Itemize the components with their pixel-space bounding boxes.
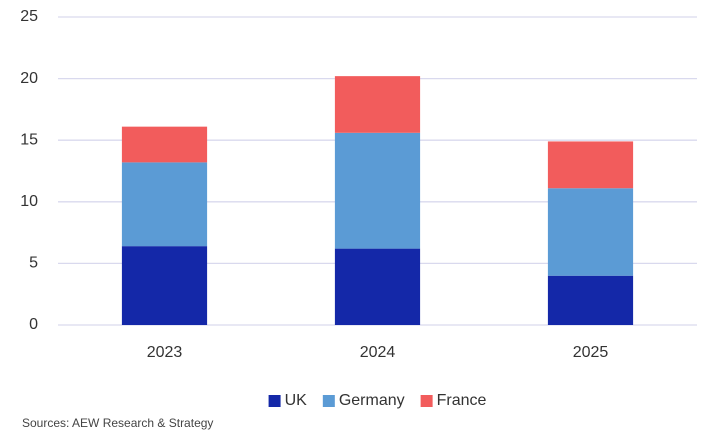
y-tick-label: 5 <box>29 255 38 272</box>
bar-segment <box>121 246 208 325</box>
bar-segment <box>547 141 634 189</box>
legend-label: Germany <box>339 392 405 409</box>
legend-label: UK <box>285 392 308 409</box>
y-tick-label: 10 <box>20 193 38 210</box>
y-tick-label: 20 <box>20 70 38 87</box>
x-tick-label: 2025 <box>573 344 609 361</box>
y-tick-label: 25 <box>20 8 38 25</box>
bar-segment <box>334 76 421 133</box>
bar-segment <box>547 275 634 325</box>
bar-segment <box>334 248 421 325</box>
bar-segment <box>547 188 634 276</box>
x-tick-label: 2023 <box>147 344 183 361</box>
legend: UK Germany France <box>268 392 487 409</box>
legend-swatch <box>420 395 433 407</box>
legend-swatch <box>268 395 281 407</box>
legend-label: France <box>437 392 487 409</box>
legend-swatch <box>322 395 335 407</box>
y-tick-label: 15 <box>20 131 38 148</box>
bar-segment <box>121 126 208 163</box>
bar-segment <box>121 162 208 247</box>
bar-segment <box>334 132 421 249</box>
y-tick-label: 0 <box>29 316 38 333</box>
x-tick-label: 2024 <box>360 344 396 361</box>
source-note: Sources: AEW Research & Strategy <box>22 416 213 430</box>
